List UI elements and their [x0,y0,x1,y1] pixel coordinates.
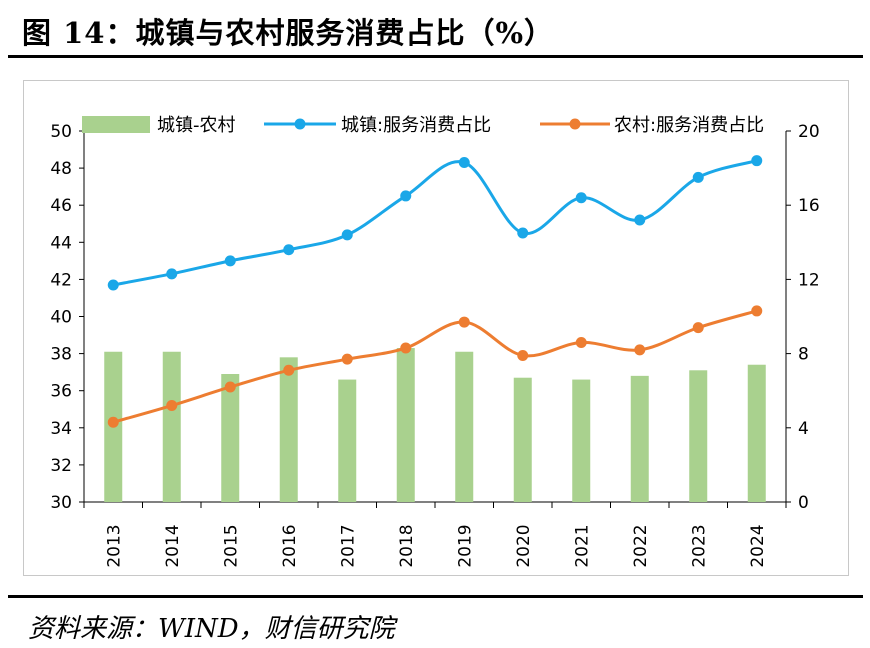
right-axis-tick-label: 12 [798,270,820,290]
source-note: 资料来源：WIND，财信研究院 [28,614,395,644]
point-urban [692,171,704,183]
legend-swatch-bar [82,116,150,133]
point-rural [283,364,295,376]
x-axis-tick-label: 2016 [280,524,300,567]
bar-urban-rural-gap [747,364,766,502]
point-urban [751,155,763,167]
bar-urban-rural-gap [279,357,298,502]
left-axis-tick-label: 44 [50,233,72,253]
point-rural [575,336,587,348]
right-axis-tick-label: 16 [798,196,820,216]
point-rural [751,305,763,317]
bar-urban-rural-gap [338,379,357,502]
chart-frame [23,80,849,576]
chart-title: 图 14：城镇与农村服务消费占比（%） [22,16,555,50]
point-rural [166,400,178,412]
point-urban [400,190,412,202]
legend-marker-rural [569,118,581,130]
legend-label-urban: 城镇:服务消费占比 [341,115,491,136]
bar-urban-rural-gap [630,375,649,502]
left-axis-tick-label: 34 [50,419,72,439]
point-rural [458,316,470,328]
bar-urban-rural-gap [221,374,240,502]
point-rural [107,416,119,428]
left-axis-tick-label: 30 [50,493,72,513]
point-urban [634,214,646,226]
left-axis-tick-label: 46 [50,196,72,216]
x-axis-tick-label: 2022 [631,524,651,567]
right-axis-tick-label: 20 [798,122,820,142]
point-urban [341,229,353,241]
bar-urban-rural-gap [396,348,415,502]
x-axis-tick-label: 2023 [689,524,709,567]
bar-urban-rural-gap [162,351,181,502]
point-urban [107,279,119,291]
left-axis-tick-label: 50 [50,122,72,142]
x-axis-tick-label: 2020 [514,524,534,567]
right-axis-tick-label: 4 [798,419,809,439]
point-urban [458,157,470,169]
legend-label-bar: 城镇-农村 [157,115,236,136]
x-axis-tick-label: 2021 [572,524,592,567]
x-axis-tick-label: 2015 [221,524,241,567]
left-axis-tick-label: 48 [50,159,72,179]
point-rural [400,342,412,354]
bar-urban-rural-gap [689,370,708,502]
title-rule [8,55,863,58]
line-urban [112,159,758,287]
source-rule [8,595,863,598]
point-rural [634,344,646,356]
left-axis-tick-label: 36 [50,382,72,402]
bar-urban-rural-gap [572,379,591,502]
right-axis-tick-label: 8 [798,345,809,365]
point-urban [283,244,295,256]
legend-label-rural: 农村:服务消费占比 [614,115,764,136]
left-axis-tick-label: 42 [50,270,72,290]
point-urban [224,255,236,267]
point-rural [517,349,529,361]
x-axis-tick-label: 2024 [748,524,768,567]
line-rural [112,309,758,424]
left-axis-tick-label: 32 [50,456,72,476]
left-axis-tick-label: 38 [50,345,72,365]
x-axis-tick-label: 2013 [104,524,124,567]
point-urban [517,227,529,239]
x-axis-tick-label: 2017 [338,524,358,567]
x-axis-tick-label: 2018 [397,524,417,567]
point-urban [575,192,587,204]
bar-urban-rural-gap [513,377,532,502]
x-axis-tick-label: 2019 [455,524,475,567]
point-urban [166,268,178,280]
bar-urban-rural-gap [455,351,474,502]
point-rural [692,322,704,334]
legend-marker-urban [294,118,306,130]
right-axis-tick-label: 0 [798,493,809,513]
left-axis-tick-label: 40 [50,308,72,328]
x-axis-tick-label: 2014 [163,524,183,567]
point-rural [341,353,353,365]
point-rural [224,381,236,393]
